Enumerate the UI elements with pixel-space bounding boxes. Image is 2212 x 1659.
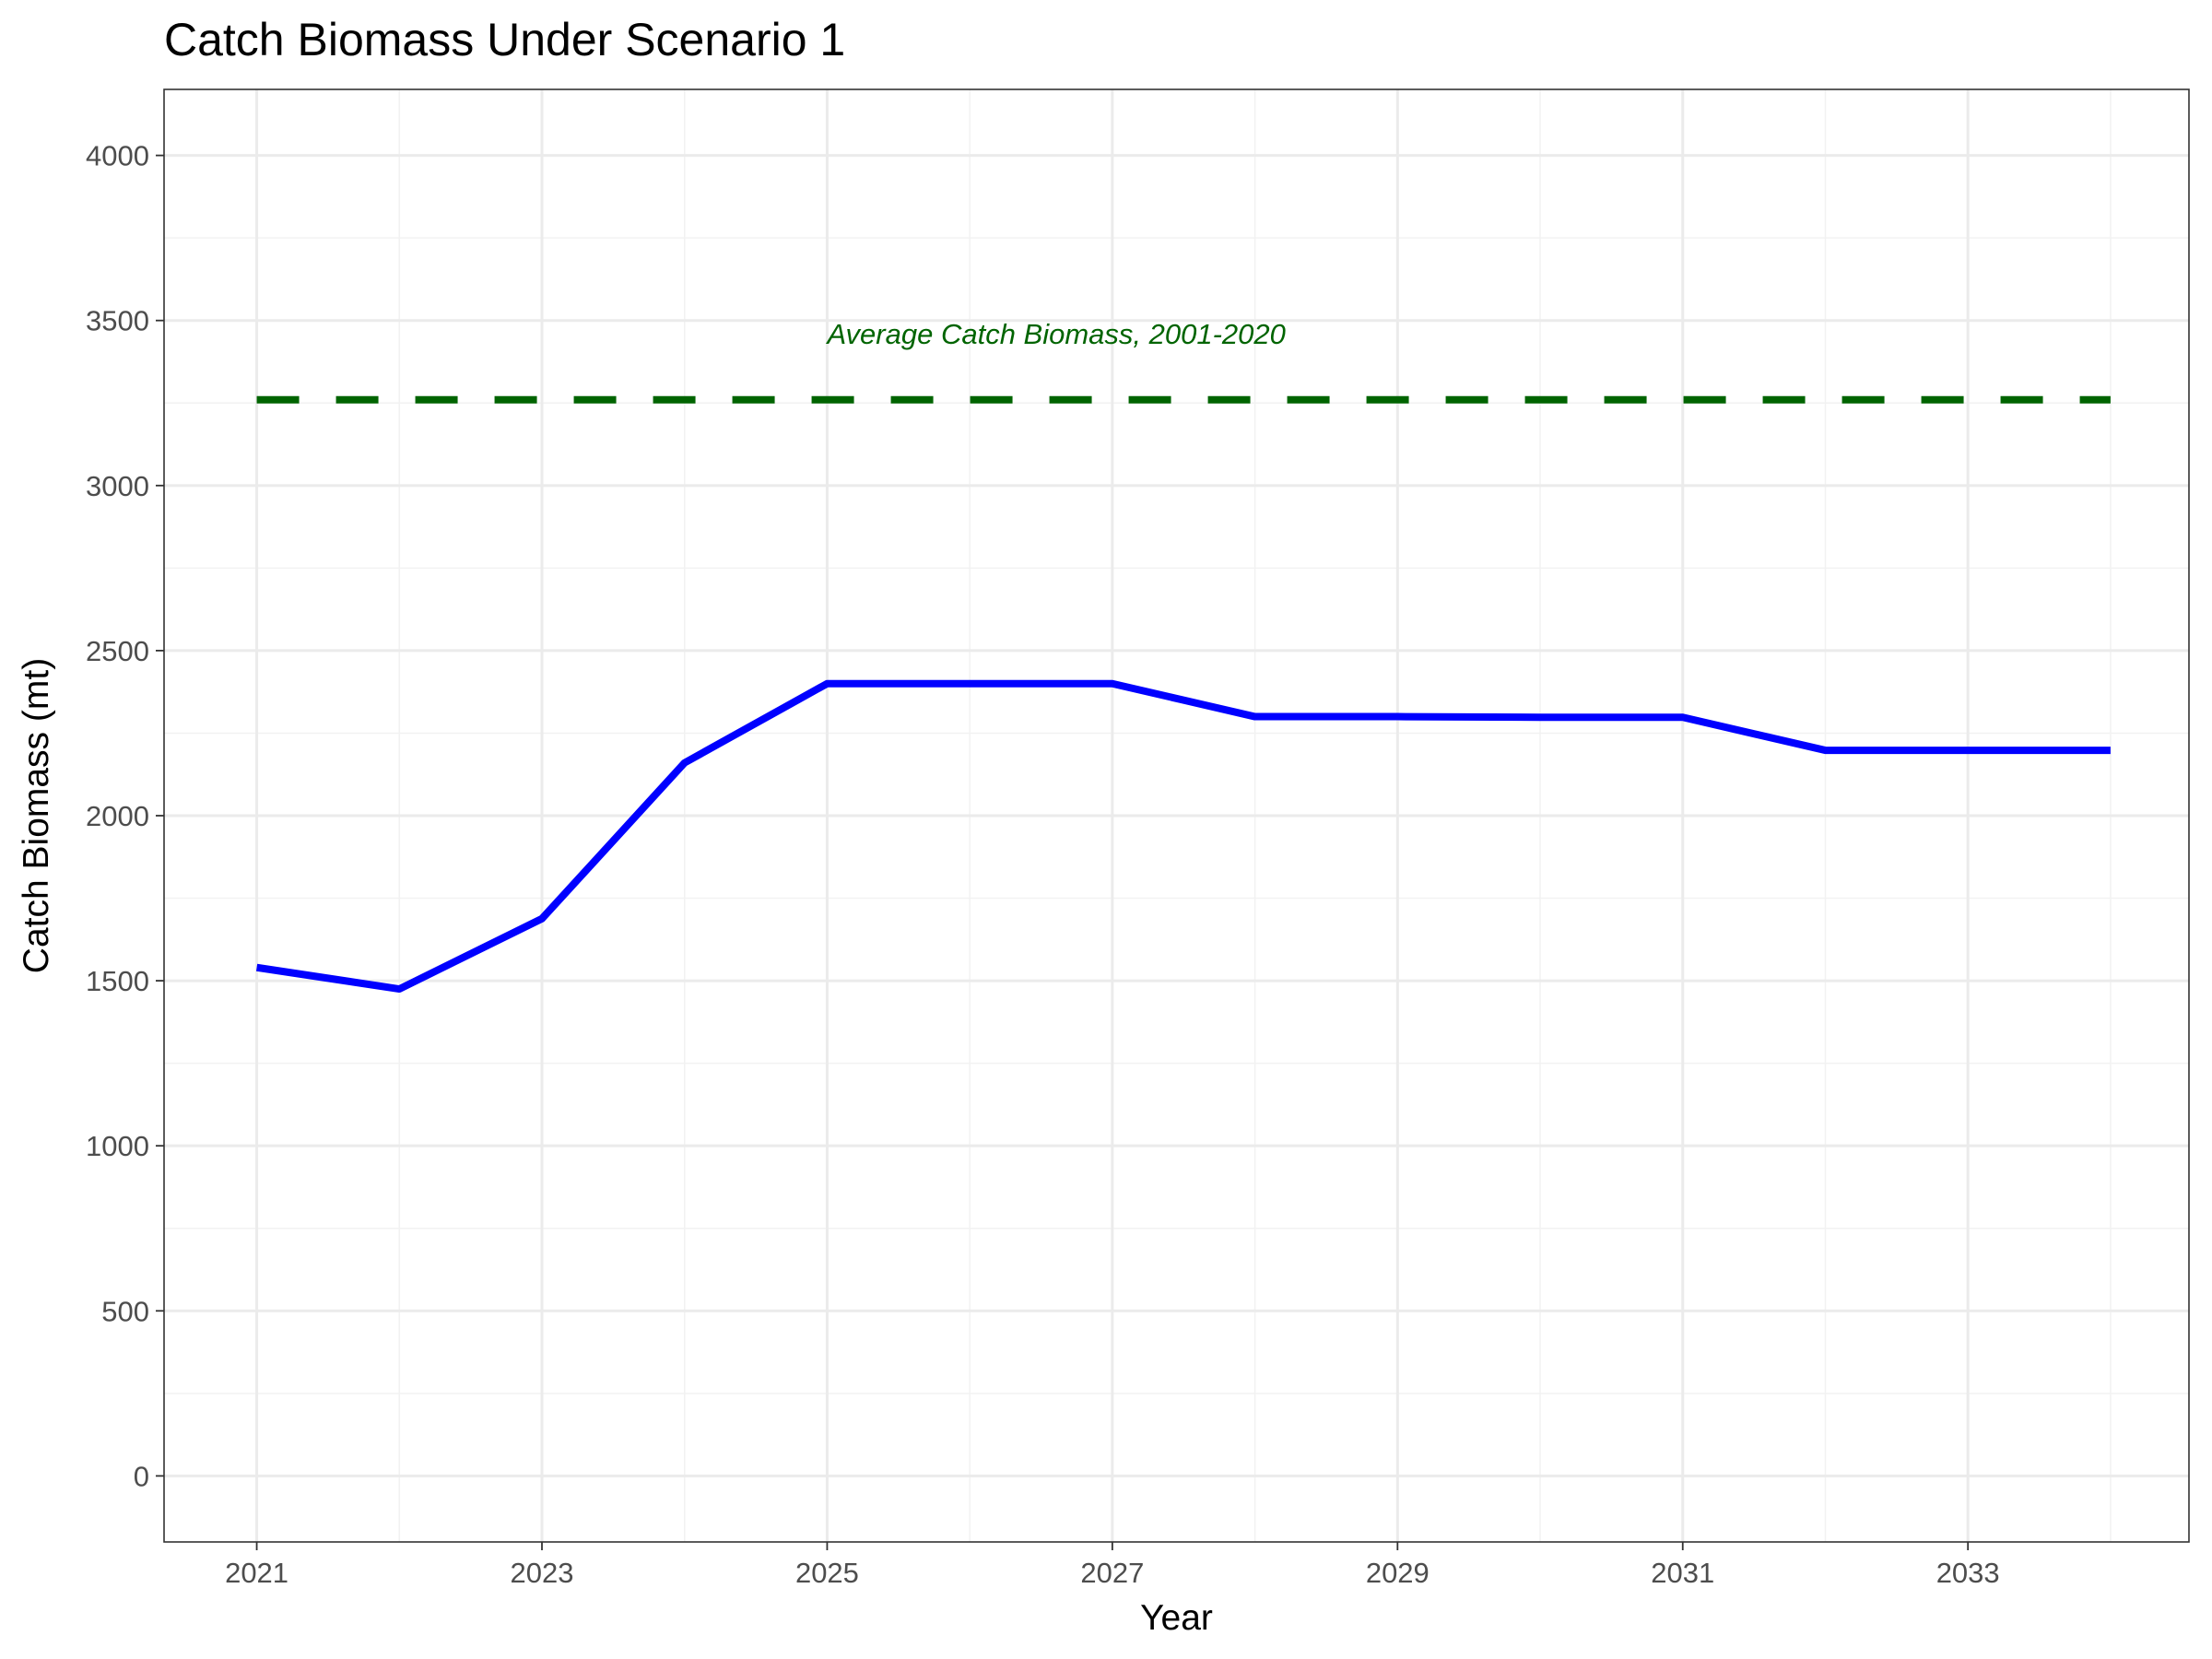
annotation-layer: Average Catch Biomass, 2001-2020 xyxy=(825,318,1285,350)
y-tick-label: 1500 xyxy=(86,965,149,997)
minor-gridlines xyxy=(164,89,2189,1542)
y-tick-label: 3500 xyxy=(86,305,149,337)
x-tick-label: 2021 xyxy=(225,1557,288,1589)
y-tick-label: 500 xyxy=(101,1295,149,1327)
y-tick-label: 0 xyxy=(134,1460,149,1492)
y-tick-label: 3000 xyxy=(86,470,149,502)
x-tick-label: 2031 xyxy=(1651,1557,1714,1589)
x-axis-title: Year xyxy=(1140,1598,1213,1638)
series-layer xyxy=(255,395,2111,994)
x-tick-label: 2033 xyxy=(1936,1557,2000,1589)
catch-biomass-line xyxy=(255,679,2111,994)
chart-title: Catch Biomass Under Scenario 1 xyxy=(164,14,846,65)
x-tick-label: 2027 xyxy=(1080,1557,1144,1589)
y-tick-label: 4000 xyxy=(86,140,149,172)
y-tick-label: 2500 xyxy=(86,635,149,667)
x-axis: 2021 2023 2025 2027 2029 2031 2033 xyxy=(225,1542,2000,1589)
x-tick-label: 2023 xyxy=(511,1557,574,1589)
major-gridlines xyxy=(164,89,2189,1542)
average-annotation-label: Average Catch Biomass, 2001-2020 xyxy=(825,318,1285,350)
y-axis: 0 500 1000 1500 2000 2500 3000 3500 4000 xyxy=(86,140,164,1492)
x-tick-label: 2025 xyxy=(795,1557,859,1589)
x-tick-label: 2029 xyxy=(1366,1557,1430,1589)
y-tick-label: 1000 xyxy=(86,1130,149,1162)
y-tick-label: 2000 xyxy=(86,800,149,832)
y-axis-title: Catch Biomass (mt) xyxy=(17,658,56,973)
